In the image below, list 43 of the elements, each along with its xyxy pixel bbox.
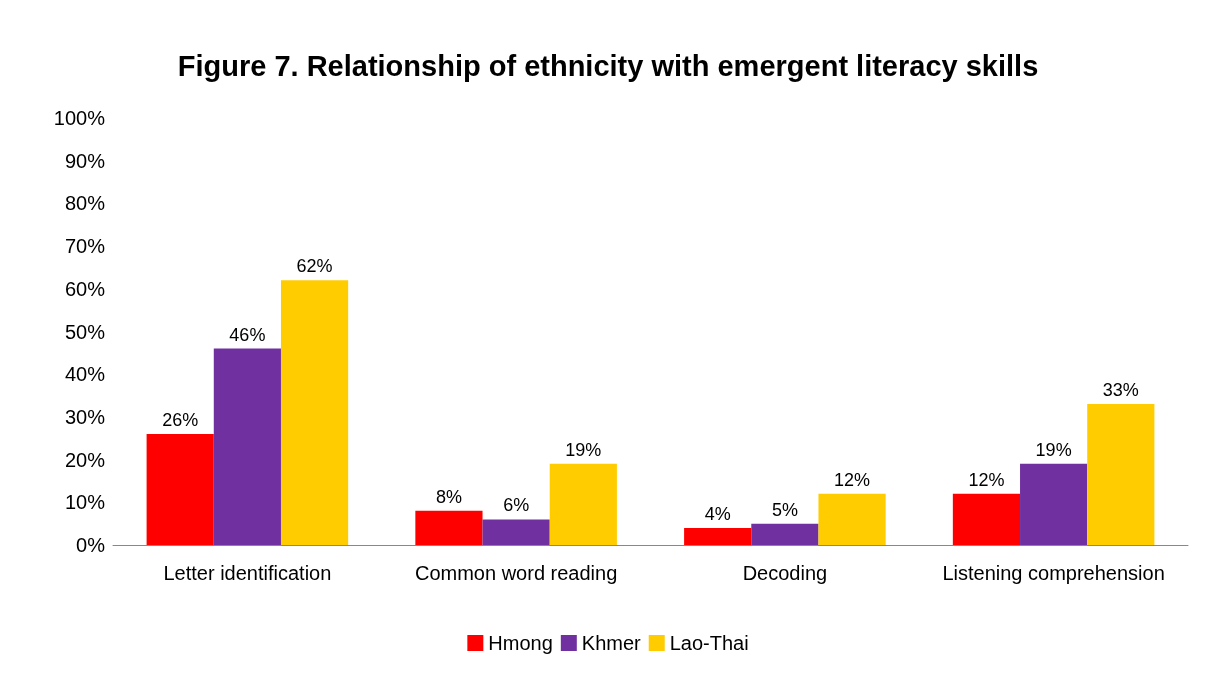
y-tick-label: 0% <box>76 534 106 556</box>
bar <box>146 433 214 545</box>
bar <box>684 527 752 545</box>
bar <box>818 493 886 545</box>
y-tick-label: 70% <box>64 235 106 258</box>
x-tick-label: Listening comprehension <box>942 562 1165 584</box>
legend-label: Hmong <box>488 632 553 654</box>
data-label: 4% <box>704 503 731 524</box>
y-tick-label: 10% <box>64 491 106 514</box>
y-tick-label: 100% <box>53 107 106 129</box>
data-label: 33% <box>1102 380 1139 401</box>
bar <box>952 493 1021 545</box>
data-label: 19% <box>1035 439 1072 460</box>
y-tick-label: 30% <box>64 405 106 428</box>
y-tick-label: 20% <box>64 448 106 471</box>
data-label: 12% <box>968 469 1005 490</box>
legend-label: Lao-Thai <box>669 632 749 654</box>
y-tick-label: 60% <box>64 277 106 300</box>
chart-title: Figure 7. Relationship of ethnicity with emergent literacy skills <box>177 49 1039 82</box>
data-label: 6% <box>503 495 530 516</box>
y-tick-label: 90% <box>64 149 106 172</box>
data-label: 26% <box>162 409 199 430</box>
y-tick-label: 50% <box>64 320 106 343</box>
bar <box>213 348 281 545</box>
data-label: 19% <box>565 439 602 460</box>
bar <box>415 510 483 545</box>
bar <box>1087 404 1155 545</box>
data-label: 46% <box>229 324 266 345</box>
x-tick-label: Letter identification <box>163 562 332 584</box>
x-tick-label: Common word reading <box>414 562 618 584</box>
y-tick-label: 40% <box>64 363 106 386</box>
bar <box>280 280 349 545</box>
bar <box>751 523 819 545</box>
bar <box>1020 463 1088 545</box>
bar <box>549 463 617 545</box>
data-label: 62% <box>296 256 333 277</box>
data-label: 12% <box>834 469 871 490</box>
data-label: 5% <box>771 499 798 520</box>
legend-label: Khmer <box>581 632 642 654</box>
y-tick-label: 80% <box>64 192 106 215</box>
x-tick-label: Decoding <box>742 562 828 584</box>
bar <box>482 519 550 545</box>
data-label: 8% <box>435 486 462 507</box>
